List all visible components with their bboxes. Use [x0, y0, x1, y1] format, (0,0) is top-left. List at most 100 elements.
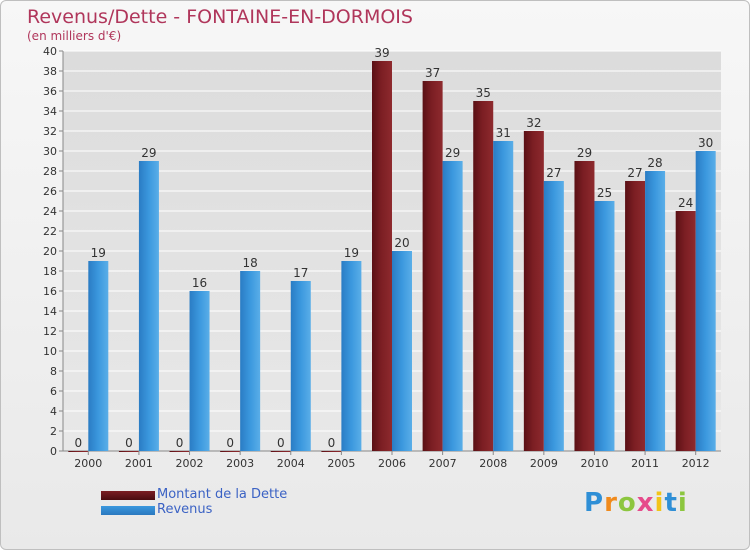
chart-subtitle: (en milliers d'€): [27, 29, 122, 43]
data-label-revenus: 25: [597, 186, 612, 200]
bar-dette: [473, 101, 494, 451]
logo-letter: o: [617, 488, 637, 518]
data-label-revenus: 27: [546, 166, 561, 180]
data-label-dette: 27: [627, 166, 642, 180]
bar-revenus: [88, 261, 109, 451]
bar-dette: [574, 161, 595, 451]
data-label-revenus: 31: [496, 126, 511, 140]
y-tick-label: 8: [50, 365, 57, 378]
y-tick-label: 0: [50, 445, 57, 458]
bar-revenus: [645, 171, 666, 451]
bar-dette: [372, 61, 392, 451]
legend-swatch-revenus: [101, 506, 155, 515]
bar-revenus: [543, 181, 564, 451]
logo-letter: i: [654, 488, 665, 518]
data-label-revenus: 17: [293, 266, 308, 280]
data-label-revenus: 16: [192, 276, 207, 290]
bar-revenus: [240, 271, 261, 451]
data-label-dette: 29: [577, 146, 592, 160]
data-label-revenus: 29: [141, 146, 156, 160]
y-tick-label: 22: [43, 225, 57, 238]
bar-revenus: [493, 141, 514, 451]
bar-dette: [118, 451, 139, 452]
data-label-dette: 0: [74, 436, 82, 450]
y-tick-label: 38: [43, 65, 57, 78]
legend-label-dette: Montant de la Dette: [157, 487, 288, 502]
data-label-dette: 0: [277, 436, 285, 450]
data-label-revenus: 19: [344, 246, 359, 260]
x-tick-label: 2002: [176, 457, 204, 470]
data-label-revenus: 30: [698, 136, 713, 150]
bar-revenus: [189, 291, 210, 451]
bar-dette: [422, 81, 443, 451]
y-tick-label: 10: [43, 345, 57, 358]
x-tick-label: 2000: [74, 457, 102, 470]
bar-revenus: [138, 161, 159, 451]
bar-dette: [625, 181, 646, 451]
data-label-revenus: 29: [445, 146, 460, 160]
y-tick-label: 32: [43, 125, 57, 138]
x-tick-label: 2010: [580, 457, 608, 470]
x-tick-label: 2009: [530, 457, 558, 470]
y-tick-label: 30: [43, 145, 57, 158]
proxiti-logo: Proxiti: [584, 488, 688, 518]
data-label-dette: 35: [476, 86, 491, 100]
y-tick-label: 26: [43, 185, 57, 198]
data-label-dette: 32: [526, 116, 541, 130]
data-label-dette: 39: [374, 46, 389, 60]
data-label-revenus: 19: [91, 246, 106, 260]
bar-dette: [169, 451, 190, 452]
x-tick-label: 2012: [682, 457, 710, 470]
data-label-dette: 37: [425, 66, 440, 80]
y-tick-label: 36: [43, 85, 57, 98]
y-tick-label: 16: [43, 285, 57, 298]
bar-revenus: [442, 161, 463, 451]
bar-revenus: [594, 201, 615, 451]
y-tick-label: 6: [50, 385, 57, 398]
x-tick-label: 2004: [277, 457, 305, 470]
bar-revenus: [290, 281, 311, 451]
bar-revenus: [341, 261, 362, 451]
bar-dette: [321, 451, 342, 452]
x-tick-label: 2005: [327, 457, 355, 470]
legend-label-revenus: Revenus: [157, 502, 213, 517]
data-label-dette: 0: [226, 436, 234, 450]
bar-dette: [523, 131, 544, 451]
y-tick-label: 14: [43, 305, 57, 318]
data-label-revenus: 18: [243, 256, 258, 270]
data-label-dette: 24: [678, 196, 693, 210]
bar-revenus: [392, 251, 412, 451]
logo-letter: r: [604, 488, 618, 518]
bar-dette: [220, 451, 241, 452]
y-tick-label: 4: [50, 405, 57, 418]
legend-swatch-dette: [101, 491, 155, 500]
y-tick-label: 20: [43, 245, 57, 258]
data-label-dette: 0: [328, 436, 336, 450]
logo-letter: P: [584, 488, 605, 518]
x-tick-label: 2011: [631, 457, 659, 470]
logo-letter: t: [664, 488, 678, 518]
x-tick-label: 2007: [429, 457, 457, 470]
data-label-revenus: 28: [647, 156, 662, 170]
x-tick-label: 2003: [226, 457, 254, 470]
y-tick-label: 12: [43, 325, 57, 338]
logo-letter: i: [677, 488, 688, 518]
y-tick-label: 34: [43, 105, 57, 118]
logo-letter: x: [636, 488, 655, 518]
y-tick-label: 40: [43, 45, 57, 58]
y-tick-label: 24: [43, 205, 57, 218]
x-tick-label: 2006: [378, 457, 406, 470]
bar-revenus: [695, 151, 716, 451]
y-tick-label: 28: [43, 165, 57, 178]
chart-title: Revenus/Dette - FONTAINE-EN-DORMOIS: [27, 6, 413, 28]
bar-dette: [675, 211, 696, 451]
data-label-revenus: 20: [394, 236, 409, 250]
bar-dette: [68, 451, 89, 452]
x-tick-label: 2008: [479, 457, 507, 470]
y-tick-label: 18: [43, 265, 57, 278]
data-label-dette: 0: [176, 436, 184, 450]
y-tick-label: 2: [50, 425, 57, 438]
x-tick-label: 2001: [125, 457, 153, 470]
